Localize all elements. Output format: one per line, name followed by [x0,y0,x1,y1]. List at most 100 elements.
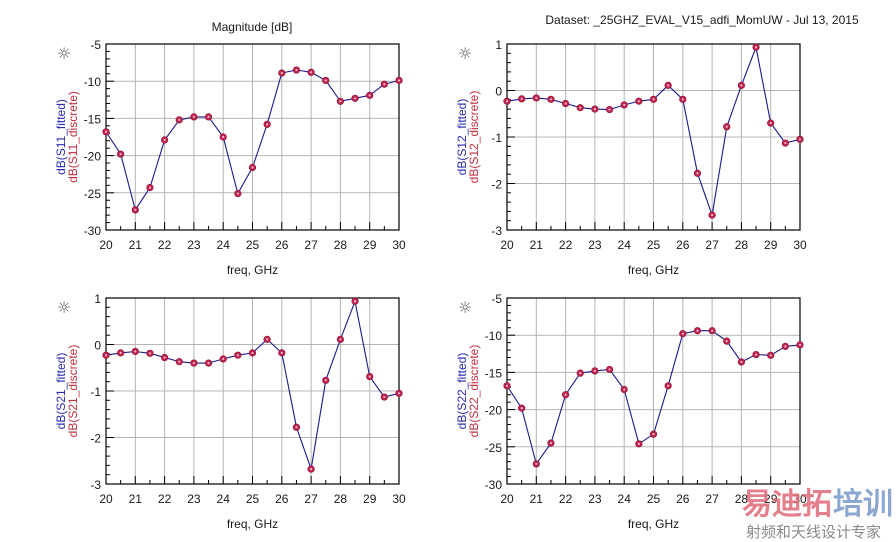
data-point-center [397,392,401,395]
data-point-center [652,433,655,436]
data-point-center [637,100,640,103]
x-tick-label: 28 [334,238,348,252]
data-point-center [623,103,626,107]
x-tick-label: 30 [392,492,406,506]
data-point-center [667,384,670,387]
x-tick-label: 23 [187,238,201,252]
x-tick-label: 26 [275,492,289,506]
data-point-center [134,208,137,212]
y-tick-label: -3 [90,478,101,492]
x-tick-label: 27 [304,492,318,506]
x-tick-label: 20 [99,238,113,252]
header-title-right: Dataset: _25GHZ_EVAL_V15_adfi_MomUW - Ju… [545,13,859,27]
x-tick-label: 23 [588,492,602,506]
y-tick-label: -5 [90,38,101,52]
data-point-center [178,360,181,363]
data-point-center [295,68,298,72]
data-point-center [696,329,699,332]
data-point-center [251,351,254,354]
data-point-center [397,79,401,82]
y-tick-label: -25 [84,187,102,201]
data-point-center [520,407,523,410]
data-point-center [236,354,239,357]
x-tick-label: 30 [793,492,807,506]
y-tick-label: 0 [94,339,101,353]
watermark-brand-blue: 培训 [833,487,893,522]
data-point-center [652,98,655,101]
x-tick-label: 25 [647,492,661,506]
y-tick-label: 1 [94,292,101,306]
x-tick-label: 29 [363,492,377,506]
data-point-center [310,71,313,74]
header-title-left: Magnitude [dB] [212,20,293,34]
y-label-discrete: dB(S12_discrete) [467,91,481,184]
data-point-center [178,118,181,121]
x-tick-label: 27 [705,492,719,506]
y-tick-label: -20 [84,150,102,164]
plot-s12: 20 21 22 23 24 25 26 27 28 29 30 -3 -2 -1 0 1 freq, GHz d… [455,38,807,277]
y-label-fitted: dB(S22_fitted) [455,353,469,430]
data-point-center [564,102,567,105]
y-tick-label: -15 [485,366,503,380]
y-tick-label: -10 [485,329,503,343]
data-point-center [251,166,254,169]
y-tick-label: -3 [491,224,502,238]
x-tick-label: 21 [530,492,544,506]
data-point-center [119,351,122,354]
data-point-center [134,350,137,353]
data-point-center [324,79,327,82]
y-tick-label: -25 [485,441,503,455]
x-tick-label: 24 [217,238,231,252]
x-tick-label: 30 [793,238,807,252]
data-point-center [667,84,670,87]
data-point-center [798,138,802,141]
y-label-discrete: dB(S21_discrete) [66,345,80,438]
x-tick-label: 29 [764,492,778,506]
data-point-center [192,115,195,119]
y-tick-label: -10 [84,75,102,89]
data-point-center [192,362,195,365]
data-point-center [119,153,122,156]
marker-icon[interactable]: ☼ [458,298,472,317]
data-point-center [549,98,553,101]
data-point-center [353,300,357,303]
y-tick-label: -1 [90,385,101,399]
x-tick-label: 27 [705,238,719,252]
data-point-center [310,468,313,471]
data-point-center [222,357,225,361]
data-point-center [163,356,166,359]
x-tick-label: 22 [158,492,172,506]
x-tick-label: 22 [158,238,172,252]
x-tick-label: 25 [246,492,260,506]
data-point-center [608,108,611,111]
x-tick-label: 21 [530,238,544,252]
data-point-center [711,214,714,217]
x-tick-label: 23 [187,492,201,506]
data-point-center [339,100,342,103]
data-point-center [353,97,357,100]
x-axis-title: freq, GHz [227,263,278,277]
data-point-center [725,340,728,343]
data-point-center [266,338,269,341]
marker-icon[interactable]: ☼ [57,298,71,317]
data-point-center [593,108,597,111]
x-tick-label: 27 [304,238,318,252]
y-tick-label: 1 [495,38,502,52]
data-point-center [280,71,283,75]
x-tick-label: 29 [363,238,377,252]
x-tick-label: 28 [334,492,348,506]
data-point-center [740,360,743,364]
x-tick-label: 22 [559,238,573,252]
data-point-center [148,186,152,189]
x-tick-label: 26 [676,492,690,506]
y-tick-label: -30 [485,478,503,492]
data-point-center [280,351,283,354]
watermark-slogan: 射频和天线设计专家 [746,523,881,541]
x-axis-title: freq, GHz [628,263,679,277]
x-tick-label: 20 [500,238,514,252]
x-tick-label: 26 [676,238,690,252]
marker-icon[interactable]: ☼ [458,44,472,63]
y-label-fitted: dB(S12_fitted) [455,99,469,176]
marker-icon[interactable]: ☼ [57,44,71,63]
x-tick-label: 24 [618,492,632,506]
